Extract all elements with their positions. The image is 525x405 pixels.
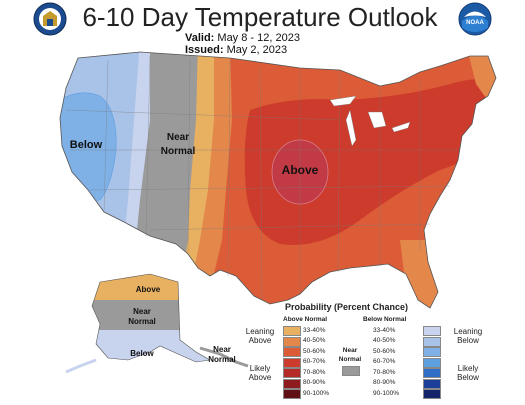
legend-below-range: 40-50% <box>373 337 396 344</box>
page-title: 6-10 Day Temperature Outlook <box>82 2 438 32</box>
legend-likely-above: Likely Above <box>248 364 272 382</box>
great-lakes <box>329 95 411 147</box>
legend-below-range: 50-60% <box>373 347 396 355</box>
legend-below-swatch <box>423 347 441 357</box>
legend-above-range: 60-70% <box>303 358 326 365</box>
valid-line: Valid: May 8 - 12, 2023 <box>185 32 300 44</box>
conus-shading <box>60 52 496 308</box>
legend-below-range: 70-80% <box>373 368 396 376</box>
legend-below-swatch <box>423 368 441 378</box>
aleutian-label-normal: Normal <box>208 355 236 364</box>
ak-label-below: Below <box>130 349 154 358</box>
legend-leaning-above: Leaning Above <box>245 327 275 345</box>
state-borders <box>65 55 460 301</box>
legend-title: Probability (Percent Chance) <box>285 302 409 312</box>
legend-below-range: 90-100% <box>373 389 400 397</box>
legend-above-swatch <box>283 389 301 399</box>
issued-label: Issued: <box>185 44 224 56</box>
legend-below-swatch <box>423 389 441 399</box>
legend-below-range: 60-70% <box>373 358 396 365</box>
map-label-normal: Normal <box>161 146 196 157</box>
legend-near-normal-label: Near Normal <box>338 347 362 363</box>
legend-below-header: Below Normal <box>363 316 407 323</box>
map-label-near: Near <box>167 132 189 143</box>
legend-below-swatch <box>423 378 441 389</box>
valid-label: Valid: <box>185 32 215 44</box>
doc-seal-icon <box>33 2 67 36</box>
conus-outline <box>59 51 497 309</box>
legend-below-range: 80-90% <box>373 379 396 386</box>
legend-above-swatch <box>283 336 301 347</box>
legend-above-range: 33-40% <box>303 326 326 334</box>
legend-above-range: 90-100% <box>303 389 330 397</box>
legend-below-range: 33-40% <box>373 326 396 334</box>
legend-above-swatch <box>283 368 301 378</box>
issued-value: May 2, 2023 <box>226 44 288 56</box>
legend-above-swatch <box>283 357 301 368</box>
legend-likely-below: Likely Below <box>457 364 479 382</box>
ak-label-near: Near <box>133 307 151 316</box>
legend-above-swatch <box>283 347 301 357</box>
legend-above-range: 50-60% <box>303 347 326 355</box>
legend-above-swatch <box>283 326 301 336</box>
noaa-logo-icon: NOAA <box>458 2 492 36</box>
legend-near-normal-swatch <box>342 366 360 376</box>
issued-line: Issued: May 2, 2023 <box>185 44 287 56</box>
legend-above-range: 40-50% <box>303 337 326 344</box>
legend-above-header: Above Normal <box>283 316 328 323</box>
map-label-above: Above <box>282 163 319 177</box>
legend-leaning-below: Leaning Below <box>453 327 483 345</box>
ak-label-normal: Normal <box>128 317 156 326</box>
legend-below-swatch <box>423 357 441 368</box>
probability-legend: Probability (Percent Chance) Above Norma… <box>245 302 515 402</box>
valid-value: May 8 - 12, 2023 <box>217 32 300 44</box>
legend-below-swatch <box>423 336 441 347</box>
legend-above-range: 80-90% <box>303 379 326 386</box>
noaa-logo-text: NOAA <box>466 20 484 26</box>
legend-above-swatch <box>283 378 301 389</box>
ak-label-above: Above <box>136 285 161 294</box>
map-label-below: Below <box>70 139 103 151</box>
legend-below-swatch <box>423 326 441 336</box>
legend-above-range: 70-80% <box>303 368 326 376</box>
aleutian-label-near: Near <box>213 345 231 354</box>
